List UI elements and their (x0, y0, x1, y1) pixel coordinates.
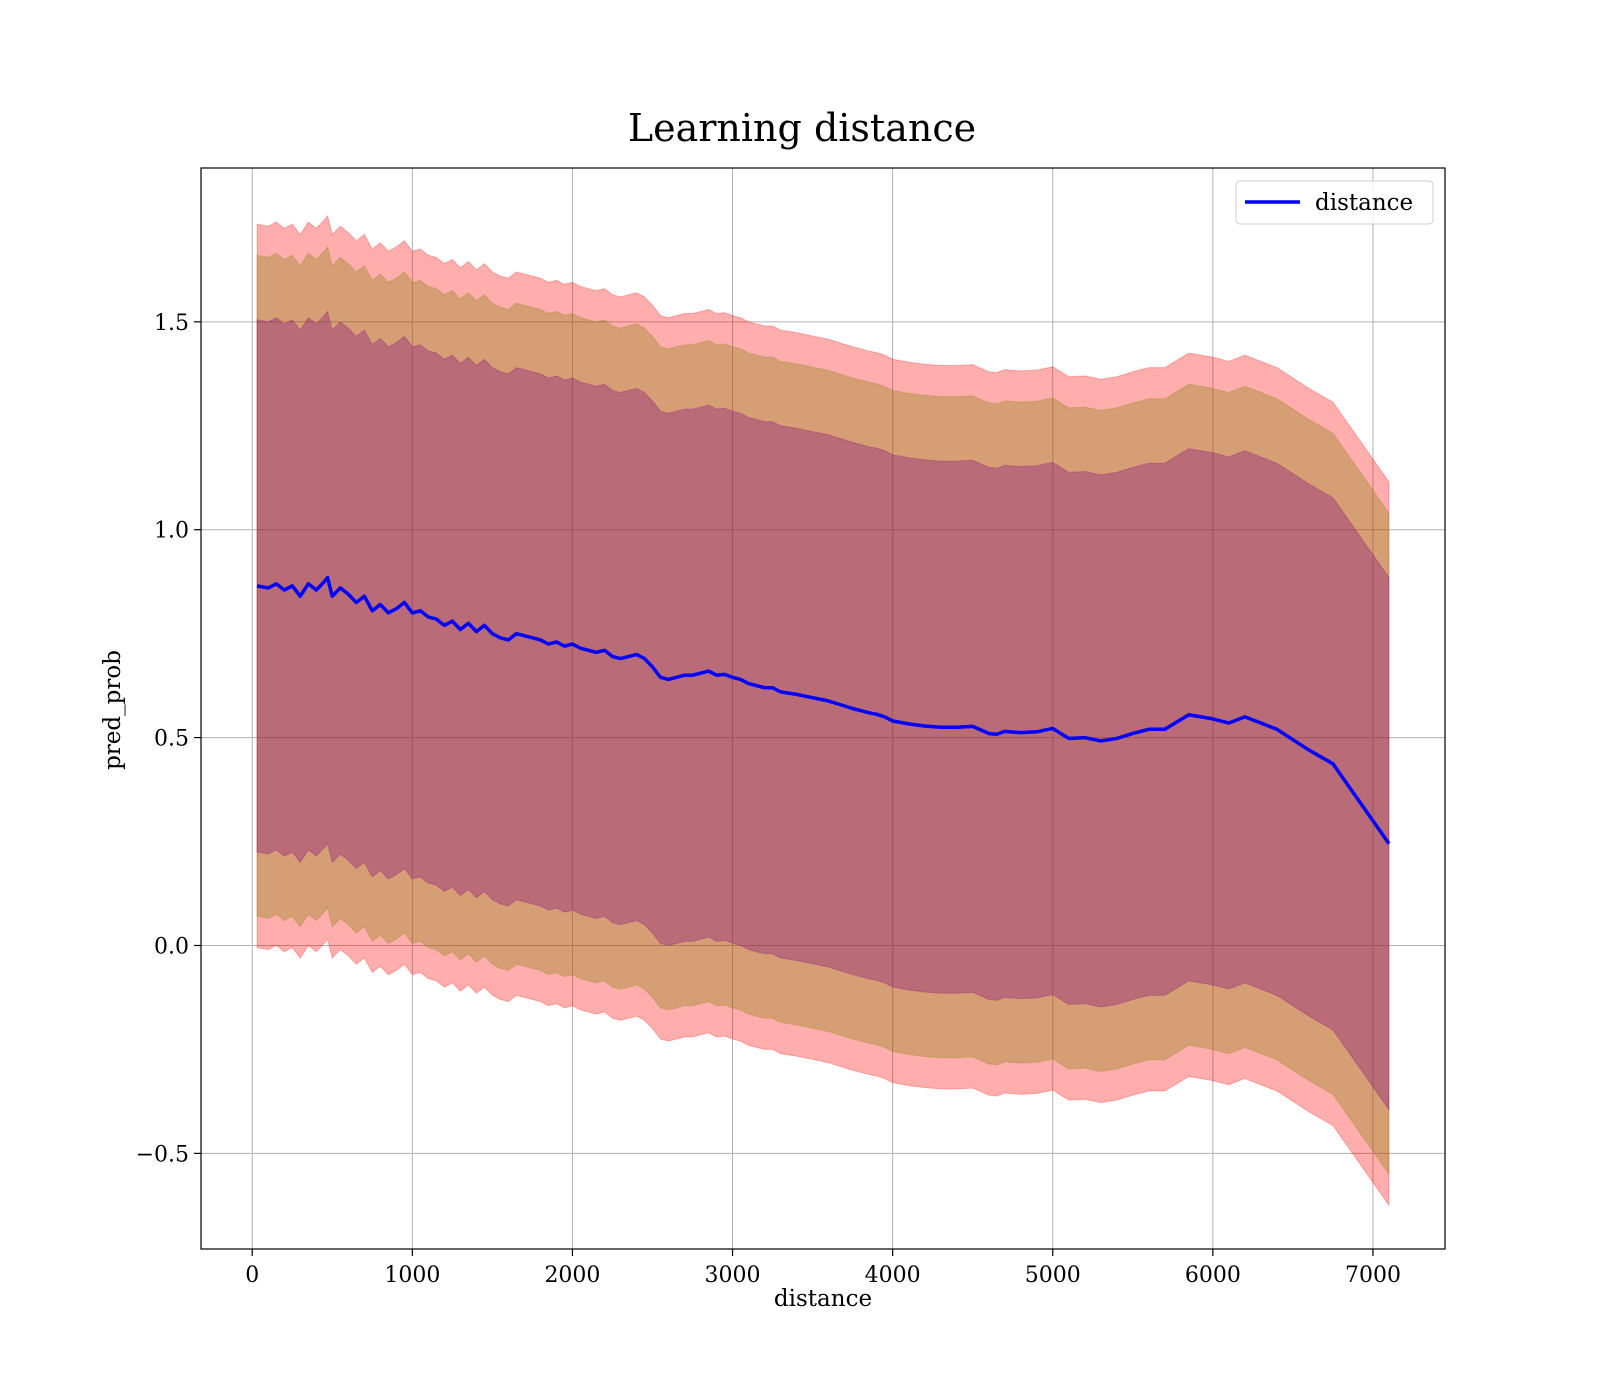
y-tick-label-4: 1.5 (154, 311, 189, 336)
legend-label: distance (1315, 190, 1413, 216)
band-0 (256, 214, 1390, 1207)
y-axis-ticks: −0.5 0.0 0.5 1.0 1.5 (136, 311, 201, 1167)
y-tick-label-0: −0.5 (136, 1142, 189, 1167)
x-tick-label-3: 3000 (705, 1263, 761, 1288)
x-tick-label-0: 0 (245, 1263, 259, 1288)
x-tick-label-2: 2000 (544, 1263, 600, 1288)
y-tick-label-2: 0.5 (154, 727, 189, 752)
x-tick-label-4: 4000 (865, 1263, 921, 1288)
x-tick-label-7: 7000 (1345, 1263, 1401, 1288)
band-2 (256, 310, 1390, 1112)
legend-box (1235, 180, 1434, 225)
grid (201, 168, 1445, 1249)
y-axis-label: pred_prob (100, 650, 126, 770)
series-lines (256, 575, 1391, 845)
x-tick-label-5: 5000 (1025, 1263, 1081, 1288)
y-tick-label-3: 1.0 (154, 519, 189, 544)
x-tick-label-1: 1000 (384, 1263, 440, 1288)
band-1 (256, 245, 1390, 1176)
plot-frame (200, 167, 1446, 1250)
confidence-bands (256, 214, 1390, 1207)
chart-title: Learning distance (628, 106, 976, 150)
x-axis-label: distance (774, 1286, 872, 1312)
series-line-0 (256, 575, 1391, 845)
x-axis-ticks: 0 1000 2000 3000 4000 5000 6000 7000 (245, 1249, 1401, 1288)
y-tick-label-1: 0.0 (154, 934, 189, 959)
x-tick-label-6: 6000 (1185, 1263, 1241, 1288)
legend: distance (1235, 180, 1434, 225)
